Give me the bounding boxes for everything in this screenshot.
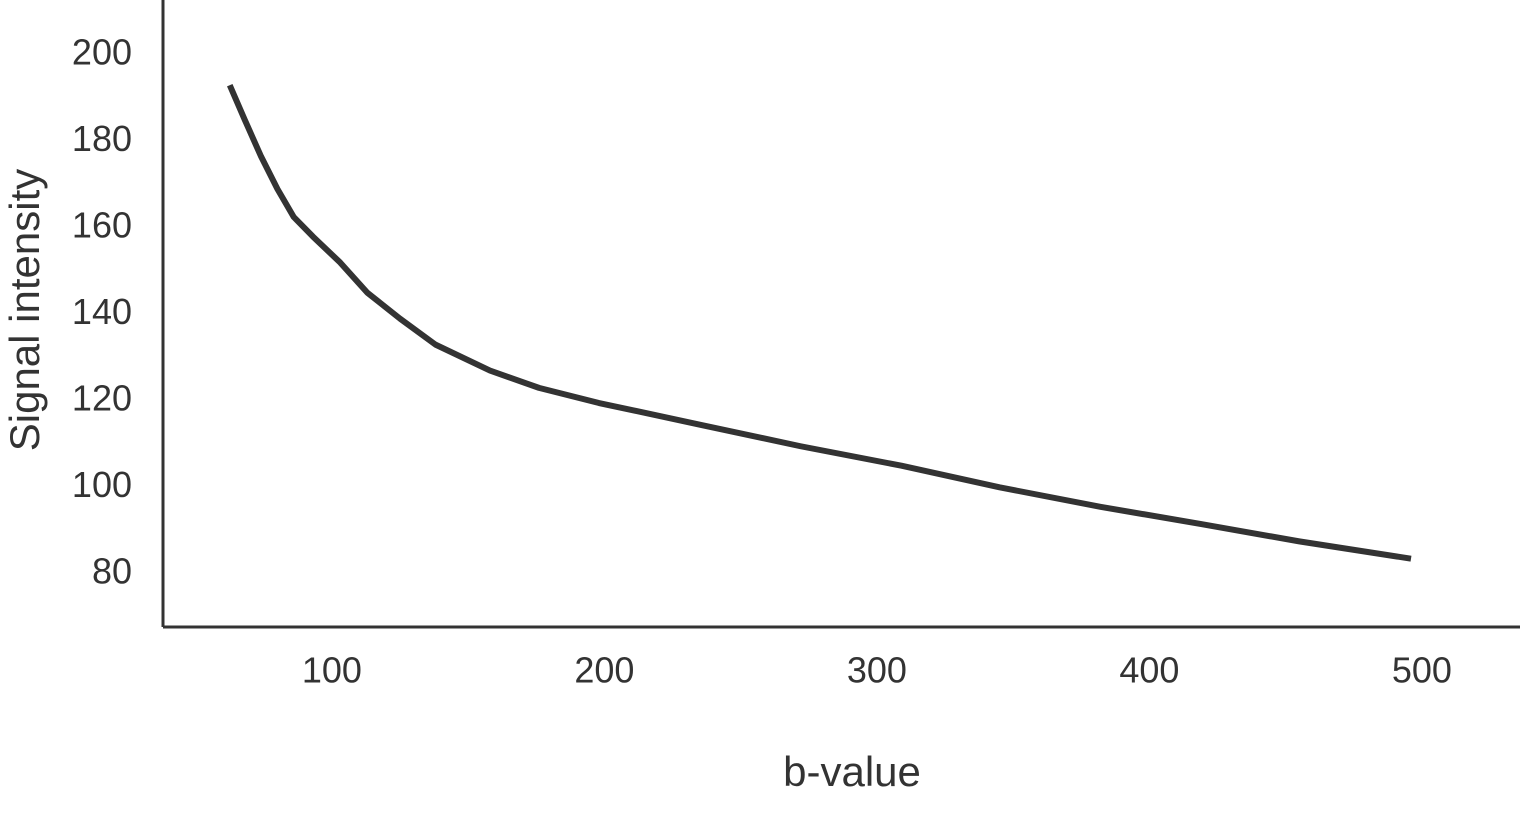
y-tick-label: 160	[72, 204, 132, 245]
y-tick-label: 200	[72, 31, 132, 72]
x-tick-label: 300	[847, 650, 907, 691]
y-axis-label: Signal intensity	[1, 169, 48, 452]
x-tick-label: 100	[302, 650, 362, 691]
y-tick-label: 120	[72, 377, 132, 418]
x-tick-label: 200	[574, 650, 634, 691]
y-tick-label: 100	[72, 464, 132, 505]
x-tick-label: 500	[1392, 650, 1452, 691]
x-tick-label: 400	[1119, 650, 1179, 691]
x-axis-label: b-value	[783, 748, 921, 795]
y-tick-label: 180	[72, 118, 132, 159]
y-tick-label: 80	[92, 550, 132, 591]
y-tick-label: 140	[72, 291, 132, 332]
data-line	[227, 83, 1412, 562]
